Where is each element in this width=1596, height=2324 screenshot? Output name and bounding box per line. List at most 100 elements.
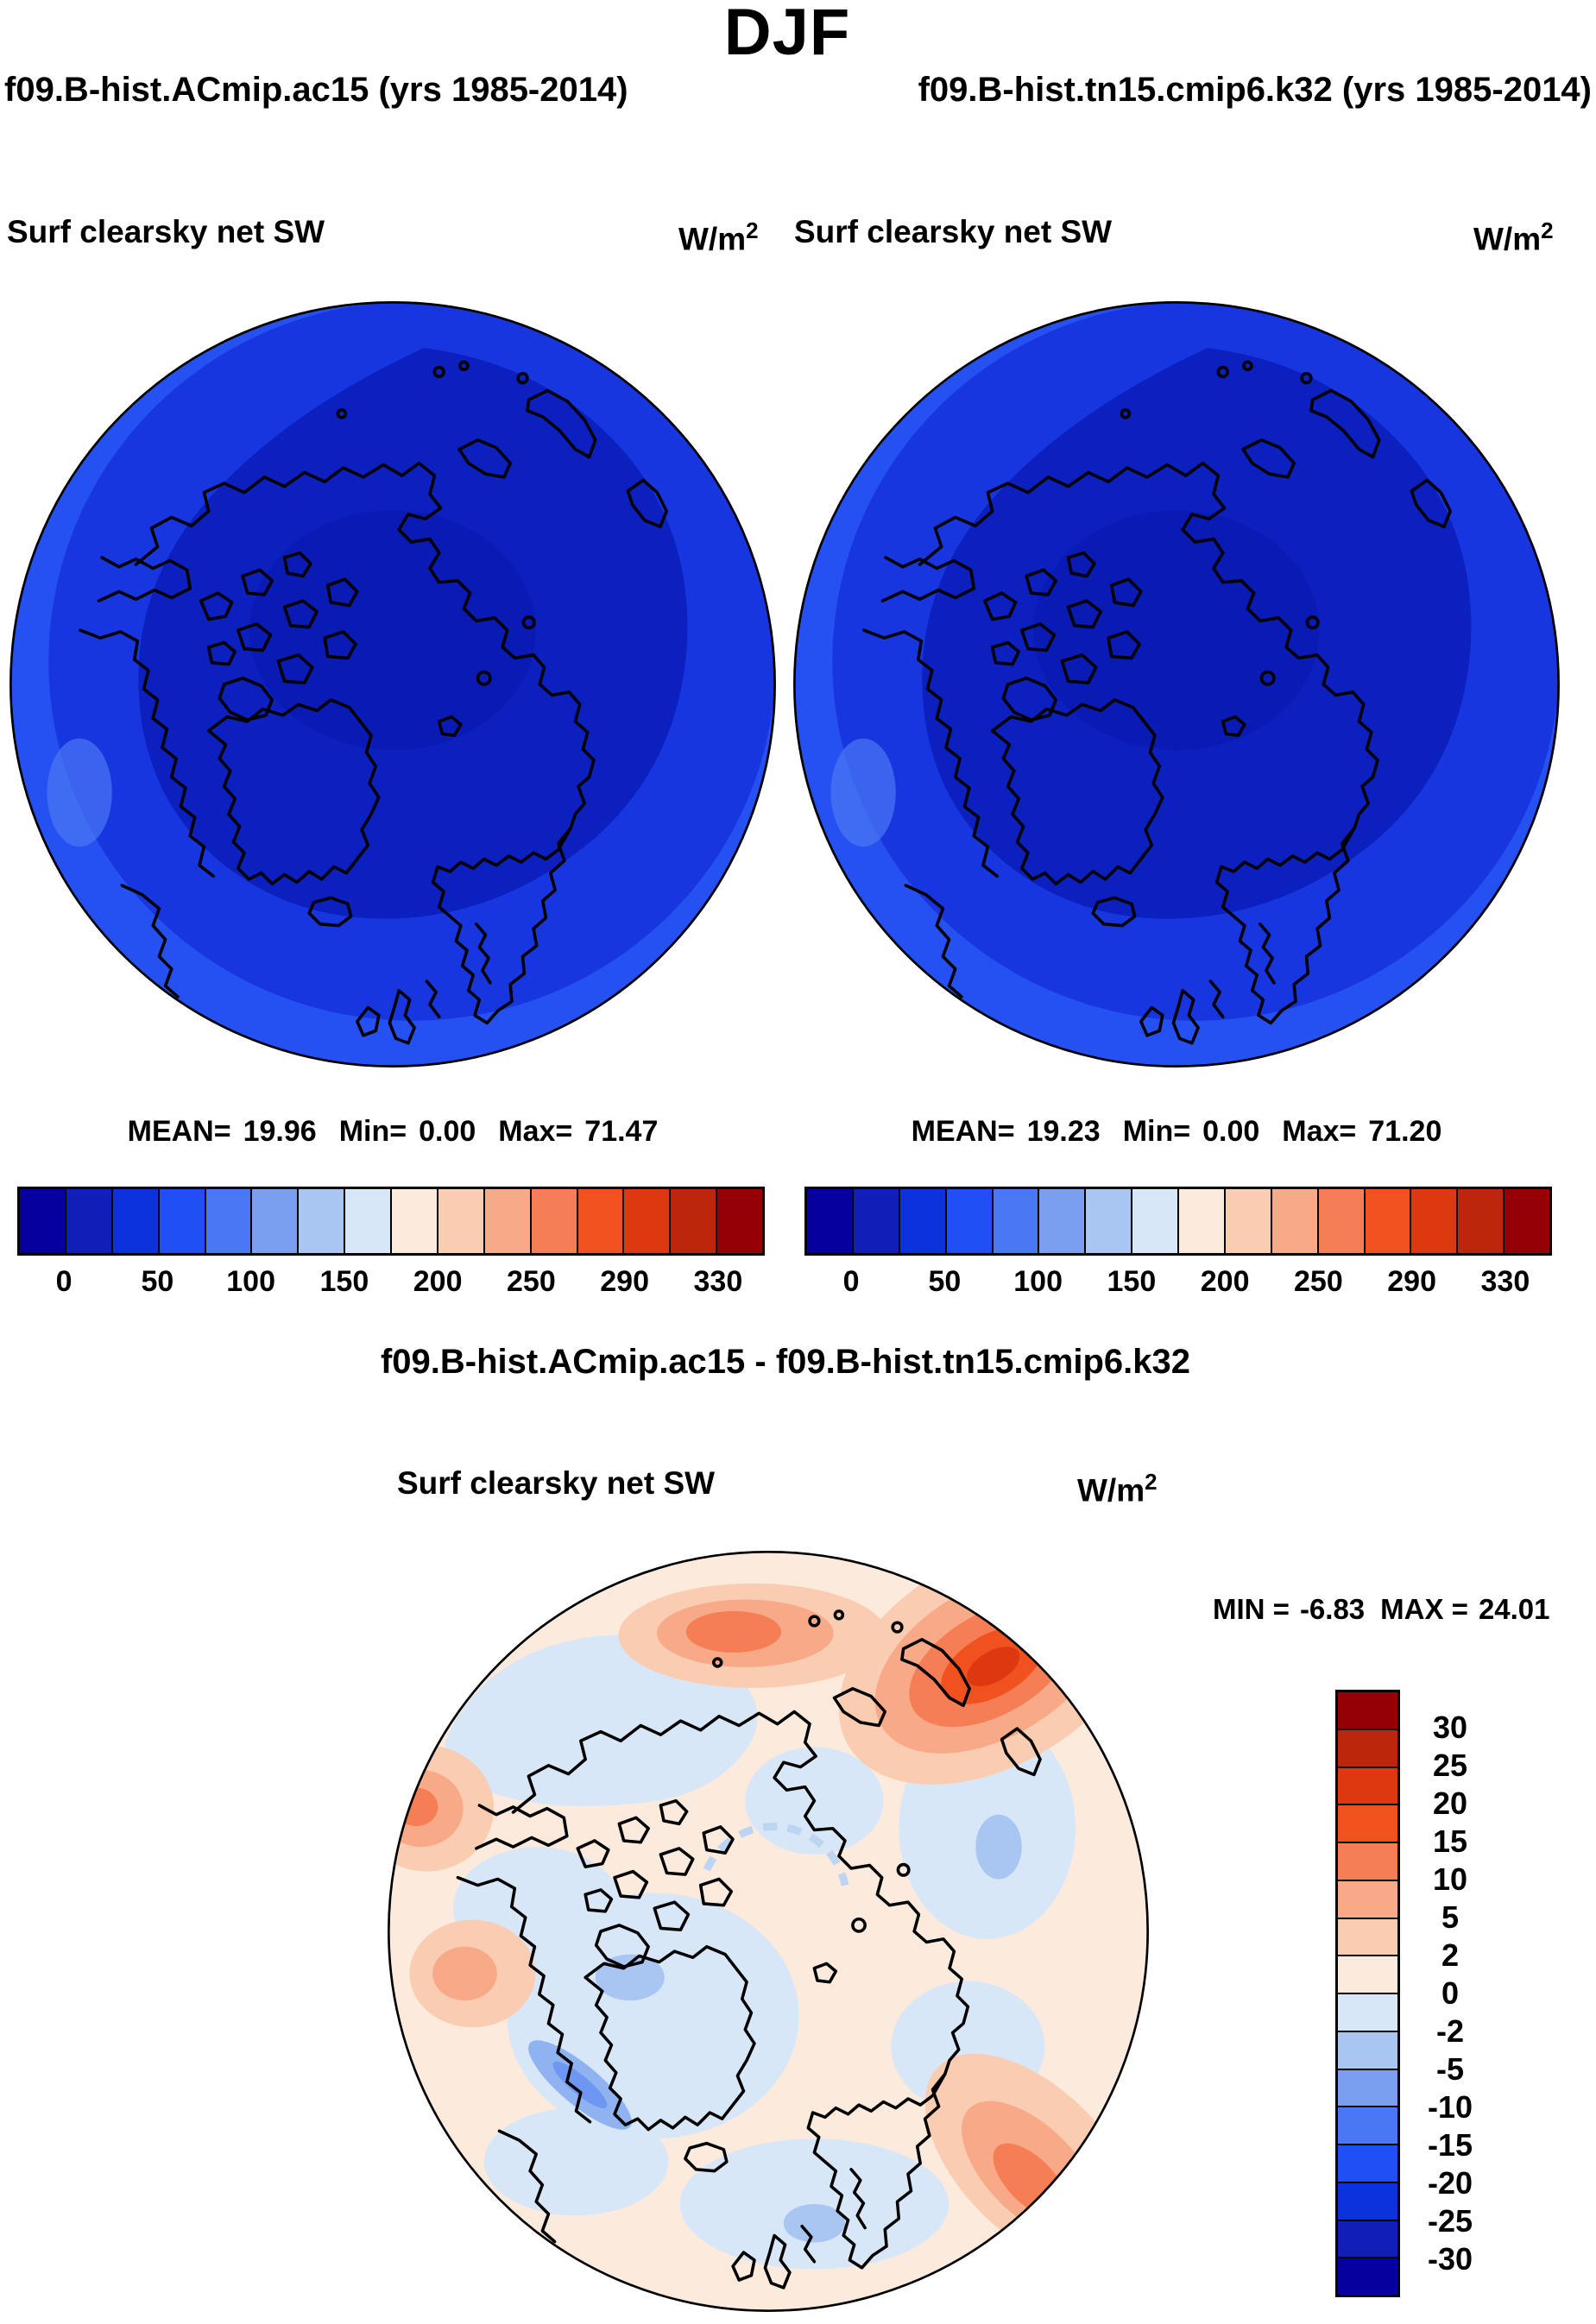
- colorbar-cell: [297, 1189, 344, 1253]
- diff-variable-label: Surf clearsky net SW: [397, 1465, 716, 1501]
- colorbar-cell: [110, 1189, 158, 1253]
- colorbar-cell: [20, 1189, 65, 1253]
- colorbar-cell: [716, 1189, 762, 1253]
- colorbar-cell: [1338, 1955, 1397, 1993]
- colorbar-cell: [1338, 1804, 1397, 1842]
- colorbar-cell: [1177, 1189, 1224, 1253]
- panel2-variable-label: Surf clearsky net SW: [794, 214, 1113, 249]
- map-outline: [793, 301, 1560, 1068]
- colorbar-tick-label: -5: [1435, 2051, 1464, 2087]
- colorbar-tick-label: 50: [928, 1265, 962, 1298]
- colorbar-cell: [1338, 2068, 1397, 2107]
- colorbar-cell: [669, 1189, 716, 1253]
- subtitle-run-right: f09.B-hist.tn15.cmip6.k32 (yrs 1985-2014…: [918, 71, 1592, 109]
- colorbar-cell: [157, 1189, 205, 1253]
- colorbar-cell: [807, 1189, 852, 1253]
- colorbar-tick-label: 10: [1432, 1861, 1468, 1897]
- panel1-colorbar: [17, 1187, 765, 1256]
- colorbar-cell: [851, 1189, 899, 1253]
- colorbar-tick-label: -30: [1427, 2241, 1473, 2277]
- map-panel1-polar: [6, 298, 779, 1071]
- panel1-colorbar-ticks: 0 50 100 150 200 250 290 330: [17, 1265, 765, 1305]
- colorbar-cell: [1338, 1766, 1397, 1804]
- colorbar-cell: [1131, 1189, 1177, 1253]
- colorbar-cell: [1338, 1842, 1397, 1880]
- colorbar-cell: [1338, 1692, 1397, 1729]
- colorbar-cell: [622, 1189, 670, 1253]
- colorbar-tick-label: -2: [1435, 2013, 1464, 2049]
- colorbar-cell: [250, 1189, 298, 1253]
- map-panel1-fill-layer: [10, 302, 775, 1067]
- colorbar-tick-label: 330: [693, 1265, 743, 1298]
- colorbar-tick-label: 20: [1432, 1786, 1468, 1821]
- colorbar-cell: [1338, 1917, 1397, 1956]
- colorbar-tick-label: 330: [1480, 1265, 1530, 1298]
- colorbar-tick-label: 100: [1013, 1265, 1063, 1298]
- panel1-stats: MEAN= 19.96 Min= 0.00 Max= 71.47: [127, 1115, 659, 1148]
- colorbar-cell: [944, 1189, 992, 1253]
- colorbar-cell: [991, 1189, 1038, 1253]
- colorbar-cell: [64, 1189, 111, 1253]
- subtitle-run-left: f09.B-hist.ACmip.ac15 (yrs 1985-2014): [4, 71, 628, 109]
- colorbar-tick-label: 200: [1200, 1265, 1250, 1298]
- colorbar-cell: [1503, 1189, 1549, 1253]
- colorbar-cell: [1038, 1189, 1085, 1253]
- colorbar-tick-label: 150: [319, 1265, 369, 1298]
- colorbar-cell: [390, 1189, 437, 1253]
- colorbar-cell: [344, 1189, 390, 1253]
- map-outline: [388, 1551, 1149, 2312]
- colorbar-cell: [1338, 2257, 1397, 2295]
- panel2-colorbar: [804, 1187, 1552, 1256]
- diff-colorbar-ticks: 30 25 20 15 10 5 2 0 -2 -5 -10 -15 -20 -25 -30: [1409, 1690, 1492, 2297]
- colorbar-cell: [483, 1189, 530, 1253]
- colorbar-cell: [1363, 1189, 1410, 1253]
- colorbar-cell: [576, 1189, 623, 1253]
- colorbar-cell: [204, 1189, 251, 1253]
- colorbar-cell: [1338, 1879, 1397, 1918]
- colorbar-tick-label: 50: [141, 1265, 174, 1298]
- colorbar-cell: [1456, 1189, 1504, 1253]
- diff-colorbar: [1335, 1690, 1400, 2297]
- colorbar-tick-label: 25: [1432, 1748, 1468, 1783]
- colorbar-tick-label: -25: [1427, 2203, 1473, 2239]
- colorbar-tick-label: 150: [1107, 1265, 1157, 1298]
- panel1-units-label: W/m2: [678, 217, 759, 257]
- colorbar-cell: [1270, 1189, 1317, 1253]
- colorbar-cell: [436, 1189, 483, 1253]
- colorbar-tick-label: 200: [413, 1265, 463, 1298]
- colorbar-cell: [1338, 2144, 1397, 2182]
- colorbar-tick-label: -20: [1427, 2165, 1473, 2201]
- colorbar-cell: [1223, 1189, 1271, 1253]
- colorbar-cell: [1338, 2106, 1397, 2144]
- page-title: DJF: [723, 0, 851, 69]
- colorbar-tick-label: 250: [1294, 1265, 1343, 1298]
- map-panel2-fill-layer: [794, 302, 1559, 1067]
- colorbar-tick-label: 0: [55, 1265, 73, 1298]
- colorbar-cell: [1316, 1189, 1364, 1253]
- colorbar-tick-label: 15: [1432, 1823, 1468, 1859]
- colorbar-tick-label: 100: [226, 1265, 275, 1298]
- colorbar-tick-label: 2: [1441, 1937, 1460, 1973]
- map-diff-polar: [384, 1547, 1152, 2315]
- map-diff-fill-layer: [388, 1552, 1148, 2311]
- colorbar-cell: [529, 1189, 577, 1253]
- diff-minmax-stats: MIN = -6.83 MAX = 24.01: [1213, 1593, 1550, 1625]
- panel1-variable-label: Surf clearsky net SW: [7, 214, 325, 249]
- colorbar-tick-label: 290: [600, 1265, 649, 1298]
- colorbar-cell: [1410, 1189, 1457, 1253]
- map-panel2-polar: [790, 298, 1563, 1071]
- colorbar-tick-label: 5: [1441, 1899, 1460, 1935]
- panel2-stats: MEAN= 19.23 Min= 0.00 Max= 71.20: [911, 1115, 1442, 1148]
- colorbar-cell: [1338, 1728, 1397, 1767]
- colorbar-tick-label: 30: [1432, 1710, 1468, 1745]
- map-outline: [9, 301, 776, 1068]
- colorbar-tick-label: -10: [1427, 2089, 1473, 2125]
- diff-units-label: W/m2: [1077, 1469, 1158, 1508]
- colorbar-cell: [1338, 2181, 1397, 2220]
- panel2-units-label: W/m2: [1473, 217, 1554, 257]
- colorbar-cell: [1338, 2219, 1397, 2258]
- colorbar-cell: [1338, 1993, 1397, 2031]
- diff-title: f09.B-hist.ACmip.ac15 - f09.B-hist.tn15.…: [380, 1343, 1191, 1381]
- colorbar-tick-label: -15: [1427, 2127, 1473, 2163]
